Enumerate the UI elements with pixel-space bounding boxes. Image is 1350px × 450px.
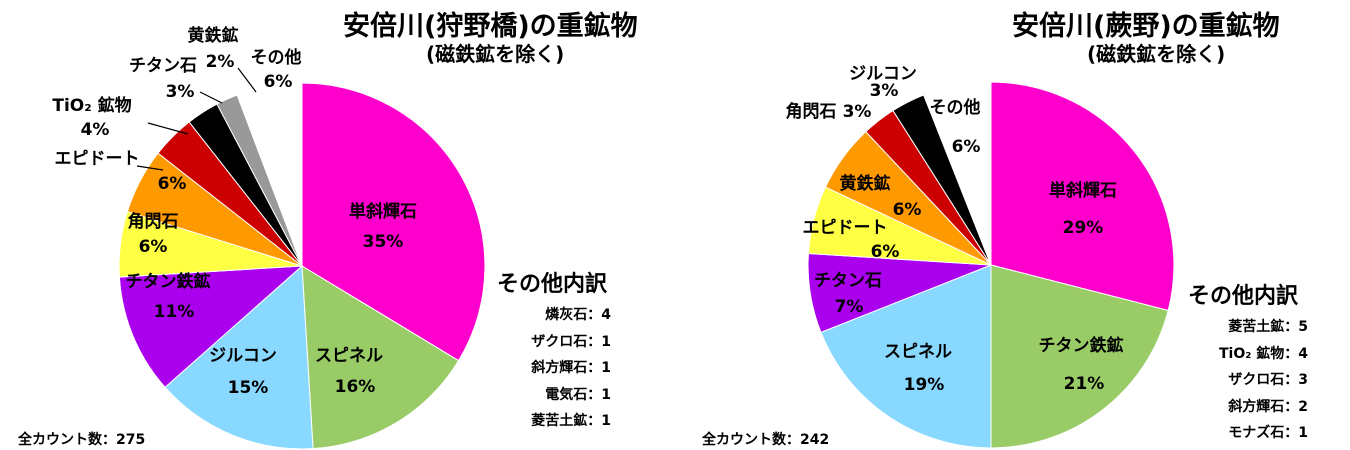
slice-value-label: 7% bbox=[835, 297, 864, 317]
slice-value-label: 16% bbox=[335, 377, 376, 397]
leader-line bbox=[237, 67, 257, 93]
slice-label: 黄鉄鉱 bbox=[188, 25, 239, 46]
slice-label: チタン石 bbox=[814, 271, 882, 291]
slice-label: 角閃石 bbox=[128, 211, 179, 232]
slice-label: 単斜輝石 bbox=[1049, 180, 1117, 201]
slice-value-label: 4% bbox=[81, 120, 110, 140]
others-breakdown-item: ザクロ石：1 bbox=[531, 333, 611, 350]
slice-value-label: 11% bbox=[154, 302, 195, 322]
others-breakdown-item: ザクロ石：3 bbox=[1228, 372, 1308, 388]
total-count: 全カウント数：275 bbox=[18, 432, 146, 448]
others-breakdown-item: 菱苦土鉱：1 bbox=[531, 413, 611, 429]
total-count: 全カウント数：242 bbox=[702, 432, 830, 448]
others-breakdown-list: 菱苦土鉱：5 TiO₂ 鉱物：4 ザクロ石：3 斜方輝石：2 モナズ石：1 bbox=[1219, 314, 1308, 447]
pie-chart: 単斜輝石29%チタン鉄鉱21%スピネル19%チタン石7%エピドート6%黄鉄鉱6%… bbox=[786, 64, 1175, 449]
pie-chart: 単斜輝石 35% スピネル 16% ジルコン 15% チタン鉄鉱 11% 角閃石 6% エピドート 6… bbox=[52, 25, 486, 450]
others-breakdown-list: 燐灰石：4 ザクロ石：1 斜方輝石：1 電気石：1 菱苦土鉱：1 bbox=[531, 302, 611, 435]
slice-value-label: 15% bbox=[228, 378, 269, 398]
others-breakdown-item: TiO₂ 鉱物：4 bbox=[1219, 345, 1308, 362]
slice-label: ジルコン bbox=[849, 64, 917, 84]
slice-value-label: 6% bbox=[952, 137, 981, 157]
others-breakdown-title: その他内訳 bbox=[1188, 284, 1299, 309]
slice-value-label: 19% bbox=[904, 375, 945, 395]
leader-line bbox=[136, 165, 164, 171]
slice-label: エピドート bbox=[803, 218, 888, 238]
others-breakdown-item: 斜方輝石：1 bbox=[531, 360, 611, 376]
slice-label: チタン鉄鉱 bbox=[1039, 335, 1124, 356]
slice-label: チタン石 bbox=[129, 56, 197, 76]
others-breakdown-title: その他内訳 bbox=[497, 272, 608, 297]
chart-right: 安倍川(蕨野)の重鉱物 (磁鉄鉱を除く) 単斜輝石 29% チタン鉄鉱 21% スピネル… bbox=[675, 0, 1350, 450]
others-breakdown-item: 斜方輝石：2 bbox=[1228, 398, 1308, 415]
slice-label: その他 bbox=[930, 97, 981, 118]
slice-value-label: 6% bbox=[871, 242, 900, 262]
pie-outline bbox=[118, 82, 486, 450]
slice-label: 黄鉄鉱 bbox=[840, 173, 891, 194]
chart-title: 安倍川(蕨野)の重鉱物 bbox=[1012, 11, 1280, 42]
slice-label: 単斜輝石 bbox=[349, 201, 417, 222]
slice-label: ジルコン bbox=[209, 346, 277, 366]
chart-left: 安倍川(狩野橋)の重鉱物 (磁鉄鉱を除く) 単斜輝石 35% スピネル 16% ジルコン… bbox=[18, 11, 638, 450]
chart-subtitle: (磁鉄鉱を除く) bbox=[426, 42, 565, 66]
slice-value-label: 3% bbox=[843, 102, 872, 122]
chart-subtitle: (磁鉄鉱を除く) bbox=[1087, 42, 1226, 66]
slice-label: チタン鉄鉱 bbox=[126, 271, 211, 292]
slice-value-label: 29% bbox=[1063, 218, 1104, 238]
slice-value-label: 6% bbox=[158, 174, 187, 194]
leader-line bbox=[199, 91, 223, 104]
slice-value-label: 6% bbox=[139, 237, 168, 257]
slice-value-label: 21% bbox=[1064, 374, 1105, 394]
others-breakdown-item: 燐灰石：4 bbox=[545, 307, 611, 323]
slice-value-label: 6% bbox=[893, 200, 922, 220]
slice-value-label: 35% bbox=[363, 232, 404, 252]
others-breakdown-item: モナズ石：1 bbox=[1228, 425, 1308, 441]
slice-label: スピネル bbox=[884, 342, 952, 362]
slice-label: その他 bbox=[251, 47, 302, 68]
chart-title: 安倍川(狩野橋)の重鉱物 bbox=[343, 11, 638, 42]
slice-value-label: 3% bbox=[166, 82, 195, 102]
others-breakdown-item: 電気石：1 bbox=[545, 386, 611, 403]
others-breakdown-item: 菱苦土鉱：5 bbox=[1228, 319, 1308, 335]
slice-value-label: 6% bbox=[264, 72, 293, 92]
slice-label: 角閃石 bbox=[786, 101, 837, 122]
slice-label: エピドート bbox=[55, 149, 140, 169]
slice-value-label: 3% bbox=[870, 81, 899, 101]
leader-line bbox=[147, 122, 189, 135]
slice-label: TiO₂ 鉱物 bbox=[52, 95, 131, 116]
pie-outline bbox=[807, 81, 1175, 449]
slice-label: スピネル bbox=[315, 346, 383, 366]
slice-value-label: 2% bbox=[206, 52, 235, 72]
